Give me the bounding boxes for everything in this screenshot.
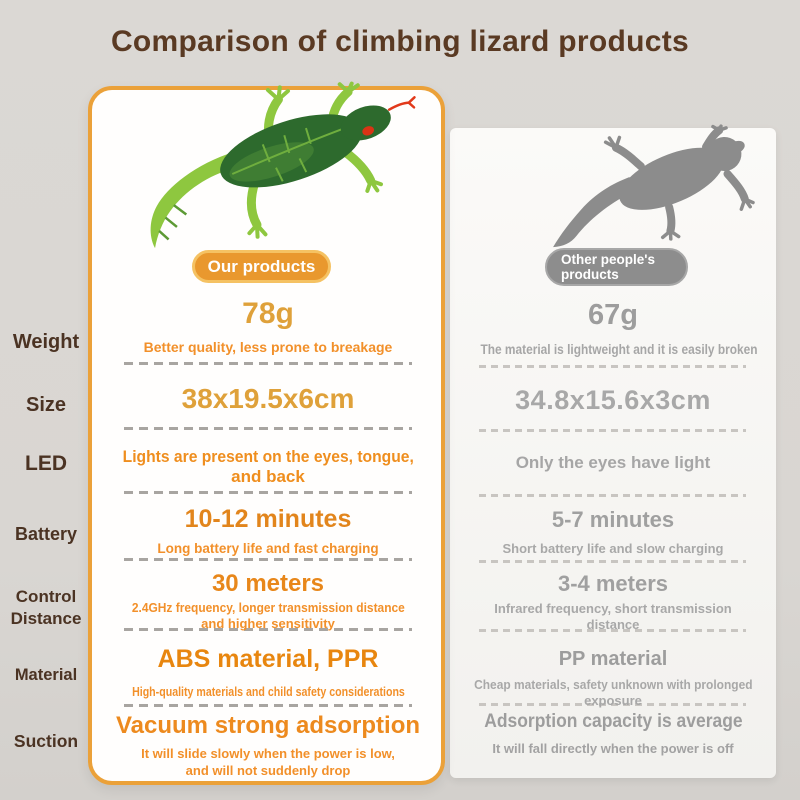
- battery-others-note: Short battery life and slow charging: [502, 541, 724, 556]
- control-ours-note-line1: 2.4GHz frequency, longer transmission di…: [131, 600, 405, 615]
- other-products-badge-line1: Other people's: [561, 251, 655, 267]
- battery-others-value: 5-7 minutes: [551, 507, 675, 532]
- suction-ours-note-line2: and will not suddenly drop: [185, 763, 351, 779]
- control-others-value: 3-4 meters: [557, 571, 669, 596]
- suction-ours-note: It will slide slowly when the power is l…: [103, 745, 433, 779]
- control-others-note: Infrared frequency, short transmission d…: [456, 601, 770, 634]
- material-others-value: PP material: [558, 648, 668, 670]
- row-label-led: LED: [25, 452, 67, 475]
- row-label-material: Material: [14, 666, 78, 684]
- dashed-divider: [479, 494, 746, 497]
- competitor-panel: [450, 128, 776, 778]
- material-others-note-line2: exposure: [584, 693, 642, 709]
- suction-others-note: It will fall directly when the power is …: [492, 741, 734, 756]
- our-product-card: [88, 86, 445, 785]
- row-label-battery: Battery: [14, 524, 78, 544]
- battery-ours-note: Long battery life and fast charging: [157, 541, 379, 556]
- our-products-badge: Our products: [192, 250, 331, 283]
- gray-lizard-silhouette-image: [553, 124, 755, 248]
- weight-others-note-text: The material is lightweight and it is ea…: [480, 341, 758, 357]
- led-ours-value: Lights are present on the eyes, tongue, …: [103, 447, 433, 488]
- suction-ours-note-line1: It will slide slowly when the power is l…: [141, 746, 395, 761]
- weight-others-note: The material is lightweight and it is ea…: [456, 341, 770, 357]
- led-ours-value-line1: Lights are present on the eyes, tongue,: [122, 447, 414, 466]
- row-label-size: Size: [25, 394, 67, 416]
- dashed-divider: [479, 703, 746, 706]
- other-products-badge-line2: products: [561, 267, 619, 282]
- page-title: Comparison of climbing lizard products: [110, 25, 690, 58]
- dashed-divider: [479, 560, 746, 563]
- suction-ours-value: Vacuum strong adsorption: [115, 712, 421, 739]
- size-others-value: 34.8x15.6x3cm: [515, 385, 711, 415]
- material-others-note-line1: Cheap materials, safety unknown with pro…: [473, 677, 753, 692]
- dashed-divider: [124, 558, 412, 561]
- suction-others-value-text: Adsorption capacity is average: [483, 711, 743, 732]
- control-others-note-line2: distance: [586, 617, 640, 633]
- weight-others-value: 67g: [588, 299, 638, 331]
- dashed-divider: [124, 491, 412, 494]
- dashed-divider: [479, 629, 746, 632]
- dashed-divider: [124, 628, 412, 631]
- weight-ours-note: Better quality, less prone to breakage: [143, 339, 393, 355]
- dashed-divider: [479, 429, 746, 432]
- row-label-weight: Weight: [12, 331, 80, 353]
- material-ours-note-text: High-quality materials and child safety …: [131, 685, 405, 699]
- material-ours-note: High-quality materials and child safety …: [103, 685, 433, 699]
- material-ours-value: ABS material, PPR: [157, 645, 379, 673]
- row-label-control-line1: Control: [15, 587, 77, 606]
- other-products-badge: Other people's products: [545, 248, 688, 286]
- dashed-divider: [479, 365, 746, 368]
- control-ours-note-line2: and higher sensitivity: [201, 616, 335, 632]
- led-others-value: Only the eyes have light: [515, 453, 711, 472]
- green-lizard-toy-image: [150, 81, 416, 249]
- row-label-control-line2: Distance: [10, 608, 82, 628]
- row-label-control-distance: Control Distance: [0, 586, 92, 630]
- battery-ours-value: 10-12 minutes: [184, 505, 352, 533]
- weight-ours-value: 78g: [242, 297, 294, 330]
- dashed-divider: [124, 362, 412, 365]
- material-others-note: Cheap materials, safety unknown with pro…: [456, 677, 770, 710]
- dashed-divider: [124, 427, 412, 430]
- size-ours-value: 38x19.5x6cm: [181, 383, 355, 414]
- control-ours-value: 30 meters: [211, 570, 325, 597]
- control-others-note-line1: Infrared frequency, short transmission: [494, 601, 732, 616]
- our-products-badge-label: Our products: [207, 256, 316, 276]
- led-ours-value-line2: and back: [231, 467, 305, 487]
- control-ours-note: 2.4GHz frequency, longer transmission di…: [103, 600, 433, 633]
- row-label-suction: Suction: [13, 731, 79, 751]
- suction-others-value: Adsorption capacity is average: [456, 711, 770, 733]
- dashed-divider: [124, 704, 412, 707]
